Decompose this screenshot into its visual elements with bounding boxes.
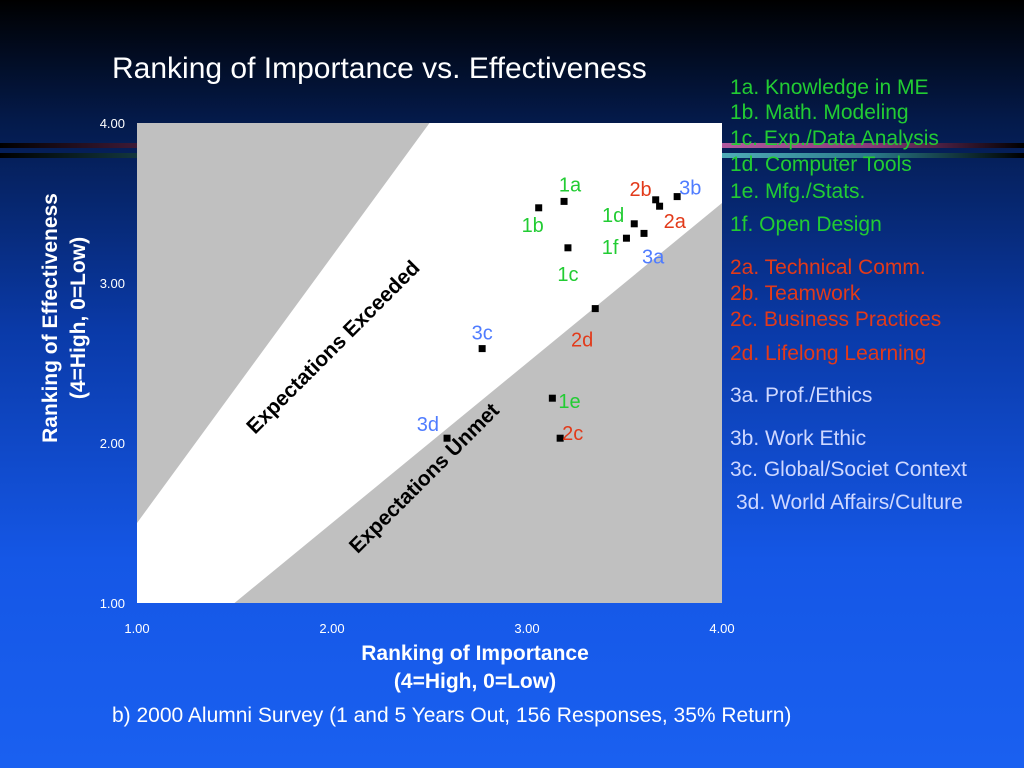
y-axis-label: Ranking of Effectiveness (4=High, 0=Low)	[37, 153, 93, 483]
data-point-2b	[652, 196, 660, 204]
x-axis-label: Ranking of Importance (4=High, 0=Low)	[290, 640, 660, 696]
expectations-band	[137, 123, 722, 603]
x-tick-label: 3.00	[514, 621, 539, 636]
data-point-1c	[564, 244, 572, 252]
point-label-1f: 1f	[602, 237, 619, 259]
data-point-2c	[556, 434, 564, 442]
data-point-3a	[640, 229, 648, 237]
legend-item-3d: 3d. World Affairs/Culture	[736, 491, 963, 514]
data-point-1f	[622, 234, 630, 242]
point-label-3a: 3a	[642, 246, 665, 268]
legend-item-3b: 3b. Work Ethic	[730, 427, 867, 450]
legend-item-1e: 1e. Mfg./Stats.	[730, 180, 866, 203]
point-label-1b: 1b	[522, 215, 544, 237]
point-label-1c: 1c	[557, 264, 578, 286]
legend-item-2a: 2a. Technical Comm.	[730, 256, 926, 279]
point-label-2a: 2a	[664, 211, 687, 233]
point-label-2b: 2b	[629, 179, 651, 201]
y-tick-label: 3.00	[100, 276, 125, 291]
data-point-1e	[548, 394, 556, 402]
chart-caption: b) 2000 Alumni Survey (1 and 5 Years Out…	[112, 704, 792, 727]
legend-item-1f: 1f. Open Design	[730, 213, 882, 236]
point-label-2c: 2c	[562, 423, 583, 445]
y-tick-label: 1.00	[100, 596, 125, 611]
legend-item-1b: 1b. Math. Modeling	[730, 101, 909, 124]
legend-item-2d: 2d. Lifelong Learning	[730, 342, 927, 365]
y-tick-label: 2.00	[100, 436, 125, 451]
data-point-3c	[478, 345, 486, 353]
point-label-1e: 1e	[558, 391, 580, 413]
legend-item-1c: 1c. Exp./Data Analysis	[730, 127, 939, 150]
x-axis-label-line2: (4=High, 0=Low)	[393, 670, 557, 693]
point-label-2d: 2d	[571, 330, 593, 352]
data-point-2d	[591, 305, 599, 313]
point-label-1d: 1d	[602, 205, 624, 227]
x-tick-label: 2.00	[319, 621, 344, 636]
x-tick-label: 1.00	[124, 621, 149, 636]
point-label-3b: 3b	[679, 178, 701, 200]
legend-item-1d: 1d. Computer Tools	[730, 153, 912, 176]
legend-item-1a: 1a. Knowledge in ME	[730, 76, 929, 99]
data-point-3d	[443, 434, 451, 442]
x-tick-label: 4.00	[709, 621, 734, 636]
chart-title: Ranking of Importance vs. Effectiveness	[112, 52, 647, 85]
legend-item-3a: 3a. Prof./Ethics	[730, 384, 873, 407]
data-point-1b	[535, 204, 543, 212]
point-label-1a: 1a	[559, 174, 582, 196]
point-label-3c: 3c	[472, 323, 493, 345]
legend-item-2c: 2c. Business Practices	[730, 308, 942, 331]
data-point-1d	[630, 220, 638, 228]
legend-item-3c: 3c. Global/Societ Context	[730, 458, 967, 481]
y-axis-label-line2: (4=High, 0=Low)	[67, 236, 90, 400]
data-point-1a	[560, 197, 568, 205]
y-axis-label-line1: Ranking of Effectiveness	[39, 193, 62, 443]
data-point-2a	[656, 202, 664, 210]
legend-item-2b: 2b. Teamwork	[730, 282, 861, 305]
point-label-3d: 3d	[417, 414, 439, 436]
data-point-3b	[673, 193, 681, 201]
x-axis-label-line1: Ranking of Importance	[361, 642, 589, 665]
y-tick-label: 4.00	[100, 116, 125, 131]
